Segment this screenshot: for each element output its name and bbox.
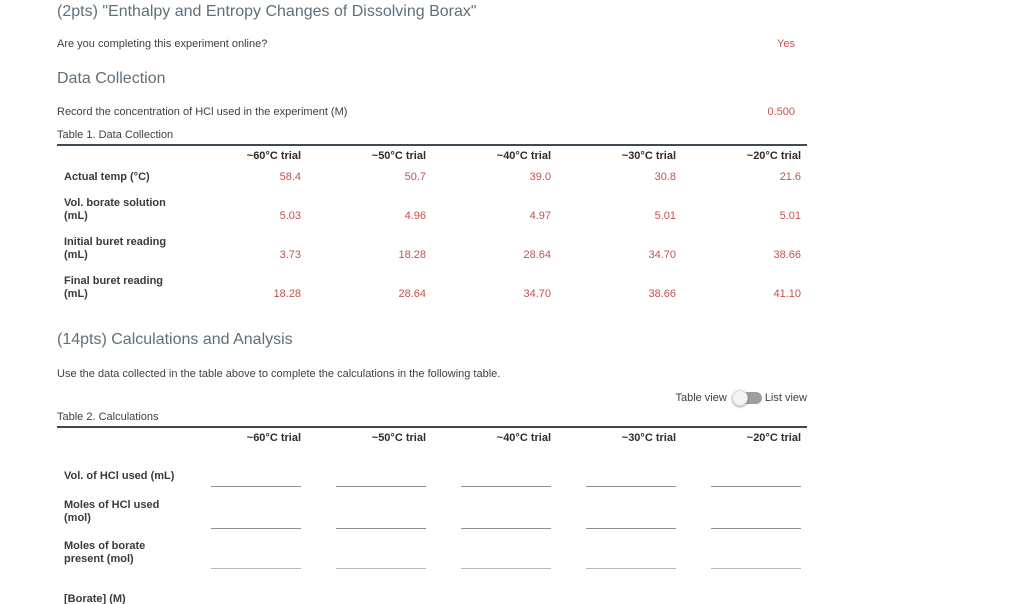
table2-caption: Table 2. Calculations (57, 411, 807, 428)
column-header-40: ~40°C trial (496, 150, 551, 162)
data-value: 4.97 (529, 210, 551, 222)
data-value: 5.03 (279, 210, 301, 222)
question-row-online: Are you completing this experiment onlin… (57, 38, 807, 51)
row-label: Vol. borate solution (mL) (64, 197, 166, 222)
view-toggle-switch[interactable] (731, 390, 763, 406)
row-label: Vol. of HCl used (mL) (64, 470, 175, 482)
data-value: 4.96 (404, 210, 426, 222)
data-value: 38.66 (648, 288, 676, 300)
row-label: Actual temp (°C) (64, 171, 150, 183)
data-value: 5.01 (779, 210, 801, 222)
row-label: Final buret reading (mL) (64, 275, 164, 300)
calc-row-borate-molarity: [Borate] (M) (57, 573, 807, 604)
row-label: Initial buret reading (mL) (64, 236, 167, 261)
calc-input[interactable] (711, 553, 801, 569)
question-label-hcl: Record the concentration of HCl used in … (57, 106, 348, 118)
column-header-60: ~60°C trial (246, 150, 301, 162)
column-header-50: ~50°C trial (371, 432, 426, 444)
toggle-knob (731, 390, 748, 406)
calc-input[interactable] (711, 471, 801, 487)
question-row-hcl-concentration: Record the concentration of HCl used in … (57, 106, 807, 119)
calc-input[interactable] (586, 553, 676, 569)
empty-corner-cell (57, 146, 182, 166)
calc-input[interactable] (586, 471, 676, 487)
page-title: (2pts) "Enthalpy and Entropy Changes of … (57, 3, 477, 20)
column-header-40: ~40°C trial (496, 432, 551, 444)
column-header-20: ~20°C trial (746, 150, 801, 162)
answer-online[interactable]: Yes (777, 38, 795, 50)
row-label: Moles of HCl used (mol) (64, 499, 160, 524)
section-heading-calculations: (14pts) Calculations and Analysis (57, 331, 293, 348)
table1-caption: Table 1. Data Collection (57, 129, 807, 146)
calc-row-moles-borate: Moles of borate present (mol) (57, 533, 807, 573)
calc-input[interactable] (461, 471, 551, 487)
calc-input[interactable] (711, 513, 801, 529)
data-value: 28.64 (523, 249, 551, 261)
calc-row-vol-hcl: Vol. of HCl used (mL) (57, 448, 807, 491)
column-header-50: ~50°C trial (371, 150, 426, 162)
data-value: 30.8 (654, 171, 676, 183)
data-collection-table: ~60°C trial ~50°C trial ~40°C trial ~30°… (57, 146, 807, 313)
column-header-60: ~60°C trial (246, 432, 301, 444)
data-value: 50.7 (404, 171, 426, 183)
calculations-table: ~60°C trial ~50°C trial ~40°C trial ~30°… (57, 428, 807, 604)
calc-input[interactable] (586, 513, 676, 529)
data-value: 34.70 (523, 288, 551, 300)
calc-input[interactable] (461, 553, 551, 569)
calculations-instruction: Use the data collected in the table abov… (57, 368, 501, 380)
calc-input[interactable] (211, 471, 301, 487)
data-value: 18.28 (398, 249, 426, 261)
column-header-30: ~30°C trial (621, 432, 676, 444)
data-value: 34.70 (648, 249, 676, 261)
data-value: 39.0 (529, 171, 551, 183)
data-value: 18.28 (273, 288, 301, 300)
row-label: Moles of borate present (mol) (64, 540, 146, 565)
table1-header-row: ~60°C trial ~50°C trial ~40°C trial ~30°… (57, 146, 807, 166)
calc-row-moles-hcl: Moles of HCl used (mol) (57, 491, 807, 533)
data-value: 28.64 (398, 288, 426, 300)
table-view-label[interactable]: Table view (675, 391, 727, 404)
lab-report-page: (2pts) "Enthalpy and Entropy Changes of … (57, 0, 807, 604)
table-row-vol-borate: Vol. borate solution (mL) 5.03 4.96 4.97… (57, 196, 807, 235)
data-value: 38.66 (773, 249, 801, 261)
table2-header-row: ~60°C trial ~50°C trial ~40°C trial ~30°… (57, 428, 807, 448)
question-label-online: Are you completing this experiment onlin… (57, 38, 268, 50)
data-value: 21.6 (779, 171, 801, 183)
column-header-20: ~20°C trial (746, 432, 801, 444)
answer-hcl-concentration[interactable]: 0.500 (767, 106, 795, 118)
data-value: 58.4 (279, 171, 301, 183)
table-row-initial-buret: Initial buret reading (mL) 3.73 18.28 28… (57, 235, 807, 274)
calc-input[interactable] (211, 513, 301, 529)
view-toggle-row: Table view List view (57, 390, 807, 406)
table-row-final-buret: Final buret reading (mL) 18.28 28.64 34.… (57, 274, 807, 313)
calc-input[interactable] (336, 471, 426, 487)
calc-input[interactable] (336, 513, 426, 529)
row-label: [Borate] (M) (64, 593, 126, 604)
data-value: 41.10 (773, 288, 801, 300)
section-heading-data-collection: Data Collection (57, 70, 166, 87)
data-value: 5.01 (654, 210, 676, 222)
calc-input[interactable] (336, 553, 426, 569)
calc-input[interactable] (461, 513, 551, 529)
column-header-30: ~30°C trial (621, 150, 676, 162)
list-view-label[interactable]: List view (764, 391, 807, 404)
table-row-actual-temp: Actual temp (°C) 58.4 50.7 39.0 30.8 21.… (57, 166, 807, 196)
data-value: 3.73 (279, 249, 301, 261)
empty-corner-cell (57, 428, 182, 448)
calc-input[interactable] (211, 553, 301, 569)
